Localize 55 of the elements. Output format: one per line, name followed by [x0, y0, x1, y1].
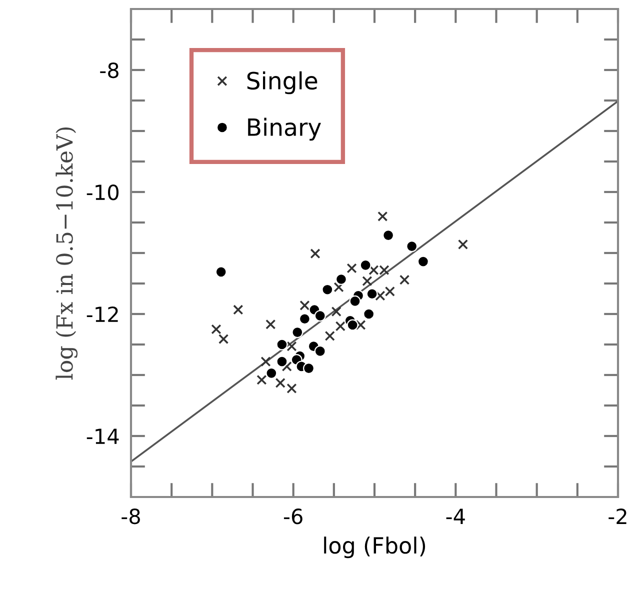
point — [276, 338, 288, 350]
point — [292, 326, 304, 338]
point — [458, 239, 468, 250]
point — [335, 273, 347, 285]
point — [233, 304, 244, 315]
point — [346, 319, 358, 331]
point — [260, 356, 271, 367]
point — [286, 383, 297, 394]
point — [302, 362, 315, 374]
point — [378, 211, 388, 222]
point — [366, 288, 378, 300]
x-tick-label: -2 — [608, 508, 626, 524]
y-tick-label: -14 — [86, 428, 119, 444]
point — [384, 286, 395, 296]
point — [256, 374, 267, 385]
point — [215, 266, 227, 278]
legend-label: Binary — [248, 118, 321, 141]
point — [362, 276, 372, 286]
point — [363, 308, 375, 320]
point — [314, 345, 326, 357]
point — [349, 295, 361, 307]
point — [300, 300, 310, 311]
y-tick-label: -12 — [86, 306, 118, 322]
point — [266, 367, 278, 379]
x-tick-label: -8 — [122, 508, 140, 524]
point — [324, 330, 335, 342]
point — [331, 306, 342, 317]
point — [218, 334, 229, 344]
point — [314, 310, 326, 322]
point — [282, 361, 292, 372]
point — [375, 290, 386, 301]
y-tick-label: -8 — [100, 62, 118, 78]
point — [211, 324, 222, 334]
point — [382, 230, 394, 242]
point — [360, 259, 372, 271]
point — [310, 248, 320, 259]
point — [346, 263, 357, 274]
x-axis-title: log (Fbol) — [324, 536, 426, 558]
point — [266, 319, 276, 330]
x-tick-label: -4 — [446, 508, 465, 524]
point — [276, 356, 288, 368]
point — [356, 320, 366, 330]
x-tick-label: -6 — [284, 508, 302, 524]
point — [406, 240, 418, 252]
point — [322, 284, 334, 296]
legend-label: Single — [247, 71, 318, 94]
y-tick-label: -10 — [86, 184, 119, 200]
y-axis-title: log (Fx in 0.5−10.keV) — [56, 127, 78, 380]
point — [298, 313, 310, 325]
point — [335, 321, 346, 332]
point — [399, 274, 410, 285]
point — [275, 378, 286, 388]
point — [417, 256, 429, 268]
point — [334, 282, 344, 292]
point — [286, 341, 297, 352]
